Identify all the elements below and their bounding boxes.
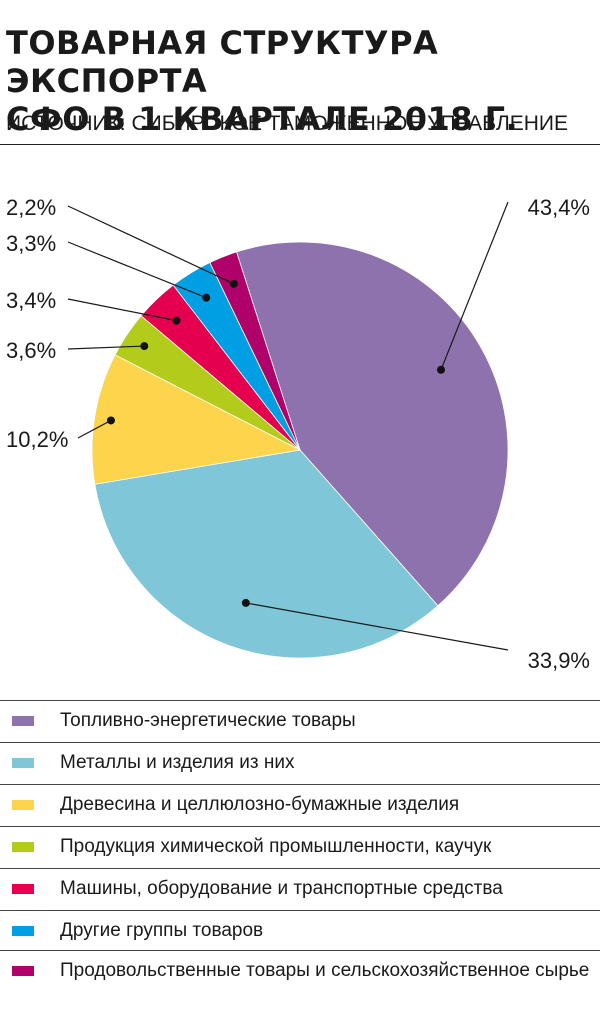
pie-slice	[94, 449, 439, 659]
legend-swatch	[12, 842, 34, 852]
legend-swatch	[12, 884, 34, 894]
leader-dot	[437, 365, 446, 374]
pie-slice	[209, 251, 301, 451]
pie-slice	[236, 241, 509, 607]
leader-line	[67, 298, 177, 322]
legend-item: Продовольственные товары и сельскохозяйс…	[0, 950, 600, 1007]
slice-percent-label: 3,4%	[6, 288, 56, 313]
leader-line	[67, 345, 145, 350]
legend-item: Металлы и изделия из них	[0, 742, 600, 785]
chart-title-line-2: СФО В 1 КВАРТАЛЕ 2018 Г.	[6, 100, 519, 138]
legend-swatch	[12, 926, 34, 936]
slice-percent-label: 33,9%	[528, 648, 590, 673]
legend-label: Машины, оборудование и транспортные сред…	[60, 878, 503, 899]
chart-source: ИСТОЧНИК: СИБИРСКОЕ ТАМОЖЕННОЕ УПРАВЛЕНИ…	[6, 112, 568, 135]
legend-label: Продовольственные товары и сельскохозяйс…	[60, 960, 590, 981]
leader-line	[245, 602, 509, 651]
slice-percent-label: 10,2%	[6, 427, 68, 452]
legend-item: Древесина и целлюлозно-бумажные изделия	[0, 784, 600, 827]
legend-swatch	[12, 800, 34, 810]
slice-percent-label: 2,2%	[6, 195, 56, 220]
header-divider	[0, 144, 600, 145]
leader-line	[67, 205, 235, 285]
legend-item: Продукция химической промышленности, кау…	[0, 826, 600, 869]
slice-percent-label: 3,3%	[6, 231, 56, 256]
legend-label: Топливно-энергетические товары	[60, 710, 356, 731]
leader-dot	[202, 293, 211, 302]
legend-item: Другие группы товаров	[0, 910, 600, 951]
legend-label: Металлы и изделия из них	[60, 752, 295, 773]
legend-label: Древесина и целлюлозно-бумажные изделия	[60, 794, 460, 815]
leader-dot	[229, 279, 238, 288]
leader-dot	[140, 342, 149, 351]
pie-slice	[91, 354, 302, 485]
legend-swatch	[12, 966, 34, 976]
legend-item: Топливно-энергетические товары	[0, 700, 600, 743]
leader-line	[77, 419, 112, 439]
leader-dot	[241, 598, 250, 607]
legend-item: Машины, оборудование и транспортные сред…	[0, 868, 600, 911]
chart-title: ТОВАРНАЯ СТРУКТУРА ЭКСПОРТА СФО В 1 КВАР…	[6, 24, 596, 138]
pie-chart: 43,4% 33,9% 10,2% 3,6% 3,4% 3,3% 2,2%	[6, 195, 590, 673]
leader-line	[440, 201, 509, 370]
leader-dot	[172, 316, 181, 325]
slice-percent-label: 3,6%	[6, 338, 56, 363]
leader-dot	[106, 416, 115, 425]
leader-line	[67, 241, 207, 299]
legend-swatch	[12, 758, 34, 768]
legend-swatch	[12, 716, 34, 726]
legend-label: Продукция химической промышленности, кау…	[60, 836, 492, 857]
legend-label: Другие группы товаров	[60, 920, 264, 941]
slice-percent-label: 43,4%	[528, 195, 590, 220]
chart-title-line-1: ТОВАРНАЯ СТРУКТУРА ЭКСПОРТА	[6, 24, 439, 100]
